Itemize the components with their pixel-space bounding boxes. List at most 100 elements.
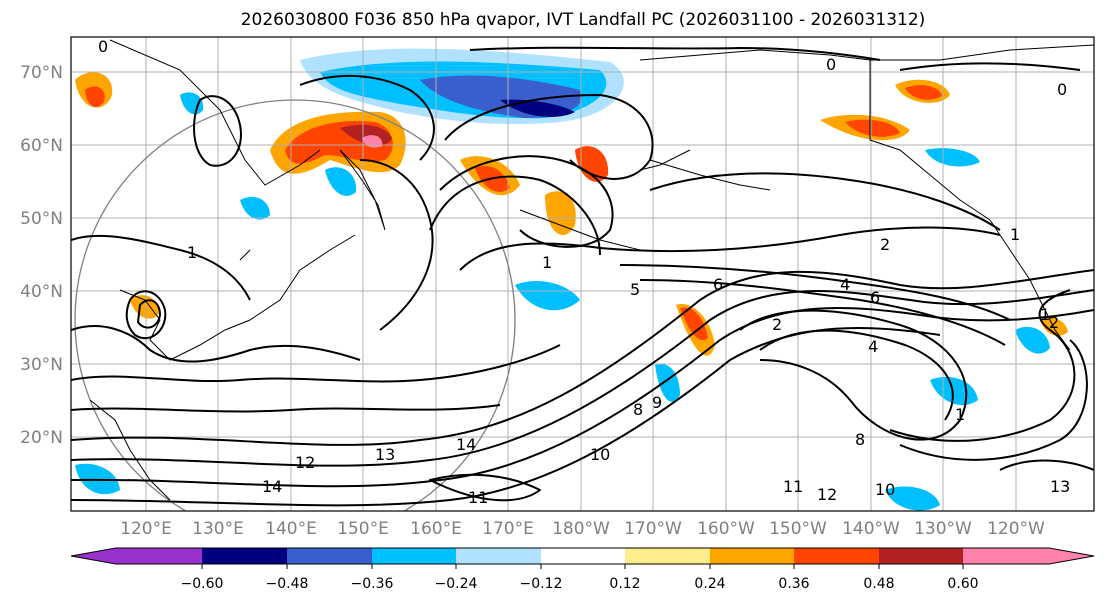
contour-label: 6 [713, 275, 723, 294]
shade-orange-gulf [545, 191, 576, 235]
contour-label: 4 [840, 275, 850, 294]
lat-label: 40°N [20, 282, 63, 302]
colorbar-tick-label: 0.48 [863, 576, 894, 592]
contour-label: 1 [1040, 305, 1050, 324]
colorbar-tick-label: −0.24 [435, 576, 478, 592]
contour-line [429, 473, 541, 502]
lon-label: 130°W [914, 519, 972, 539]
colorbar-tick-label: −0.48 [266, 576, 309, 592]
graticule [71, 37, 1094, 511]
contour-line [71, 404, 501, 413]
map-area: 0 0 0 1 2 2 4 4 5 6 6 8 8 9 10 10 11 11 … [71, 37, 1094, 511]
shade-red-alaska [845, 119, 900, 137]
figure-title: 2026030800 F036 850 hPa qvapor, IVT Land… [241, 10, 926, 30]
colorbar-tick-label: 0.24 [694, 576, 725, 592]
contour-label: 11 [468, 488, 488, 507]
lon-label: 120°W [987, 519, 1045, 539]
contour-line [359, 159, 434, 331]
colorbar-segment [456, 548, 541, 564]
colorbar-tick-label: 0.36 [778, 576, 809, 592]
colorbar: −0.60 −0.48 −0.36 −0.24 −0.12 0.12 0.24 … [70, 547, 1095, 592]
contour-label: 2 [772, 315, 782, 334]
contour-line [193, 95, 242, 167]
colorbar-segment [541, 548, 625, 564]
lon-label: 130°E [192, 519, 244, 539]
shade-cyan-arctic [925, 148, 980, 167]
contour-label: 5 [630, 280, 640, 299]
shade-cyan-subtrop [655, 363, 680, 402]
contour-line [71, 269, 1094, 446]
contour-line [739, 309, 968, 441]
shade-orange-wcoast [1040, 317, 1068, 336]
contour-label: 4 [868, 337, 878, 356]
colorbar-segment [287, 548, 372, 564]
lon-label: 170°W [624, 519, 682, 539]
colorbar-outline [70, 547, 1095, 565]
colorbar-segment [372, 548, 456, 564]
contour-label: 10 [875, 480, 895, 499]
contour-label: 13 [1050, 477, 1070, 496]
contour-label: 1 [955, 405, 965, 424]
contour-line [999, 459, 1094, 471]
contour-line [71, 325, 361, 363]
contour-label: 0 [826, 55, 836, 74]
shade-cyan-sib [240, 196, 270, 220]
contour-label: 13 [375, 445, 395, 464]
contour-line [619, 264, 1011, 321]
contour-label: 0 [1057, 80, 1067, 99]
contour-line [429, 175, 601, 256]
lon-label: 120°E [120, 519, 172, 539]
contour-line [899, 339, 1088, 461]
contour-line [125, 290, 167, 340]
contour-line [469, 46, 881, 61]
contour-label: 1 [1010, 225, 1020, 244]
lat-label: 70°N [20, 63, 63, 83]
colorbar-segment [116, 548, 202, 564]
contour-line [639, 279, 1006, 346]
contour-line [889, 289, 1076, 442]
contour-line [137, 299, 161, 329]
lon-label: 140°W [842, 519, 900, 539]
ivt-contours [71, 46, 1094, 507]
colorbar-tick-label: −0.12 [520, 576, 563, 592]
contour-label: 14 [456, 435, 476, 454]
contour-line [649, 172, 1001, 231]
contour-line [759, 329, 954, 421]
shade-cyan-kam [325, 167, 357, 196]
shade-cyan-east [515, 280, 580, 311]
coastline-kamchatka [339, 149, 386, 231]
colorbar-segment [963, 548, 1049, 564]
contour-line [71, 344, 561, 383]
lon-label: 160°W [697, 519, 755, 539]
contour-label: 9 [652, 393, 662, 412]
contour-label: 6 [870, 288, 880, 307]
shade-cyan-tropic [885, 486, 940, 511]
lon-label: 150°W [769, 519, 827, 539]
contour-line [439, 155, 614, 248]
colorbar-tick-label: −0.60 [181, 576, 224, 592]
lon-label: 140°E [265, 519, 317, 539]
contour-label: 2 [1049, 313, 1059, 332]
contour-line [71, 289, 1094, 467]
lat-label: 20°N [20, 428, 63, 448]
contour-label: 0 [98, 37, 108, 56]
colorbar-segment-low-extend [71, 548, 116, 564]
contour-line [71, 234, 251, 301]
contour-line [71, 306, 1094, 488]
colorbar-segment-high-extend [1049, 548, 1094, 564]
colorbar-tick-label: 0.12 [609, 576, 640, 592]
lon-label: 180°W [552, 519, 610, 539]
colorbar-segment [202, 548, 287, 564]
shade-red-gulf [575, 146, 609, 182]
shade-pink-patch [362, 135, 383, 148]
coastline-islands [239, 209, 641, 271]
colorbar-segment [794, 548, 879, 564]
contour-line [444, 94, 654, 180]
colorbar-tick-label: 0.60 [947, 576, 978, 592]
contour-label: 8 [633, 400, 643, 419]
contour-label: 10 [590, 445, 610, 464]
lon-label: 150°E [337, 519, 389, 539]
shaded-field [75, 48, 1068, 511]
coastline-asia [89, 39, 321, 501]
